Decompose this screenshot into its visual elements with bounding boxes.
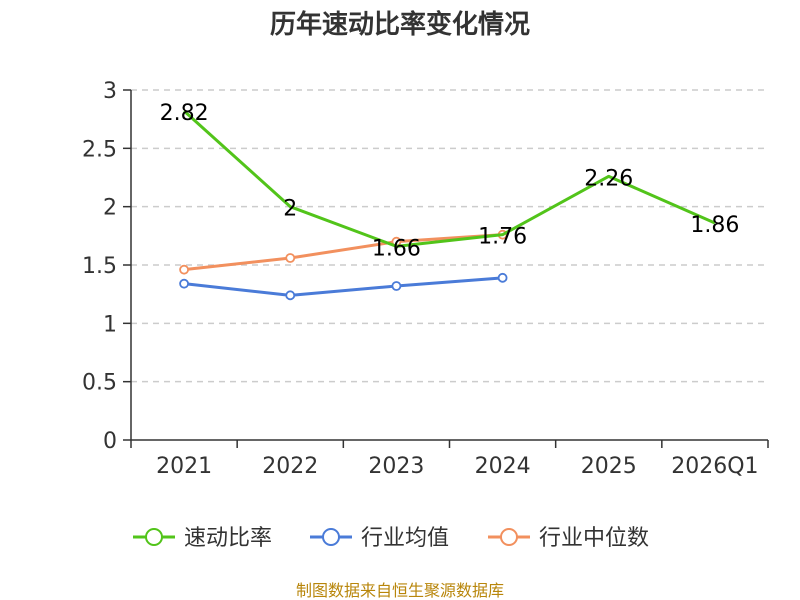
data-labels: 2.82 2 1.66 1.76 2.26 1.86 — [160, 101, 740, 261]
legend-label-industry-median: 行业中位数 — [539, 526, 649, 551]
series-point-2[interactable] — [285, 253, 296, 263]
series-group — [179, 109, 716, 301]
x-tick-label: 2025 — [581, 454, 637, 479]
data-label: 2 — [283, 197, 297, 222]
series-point-1[interactable] — [391, 281, 402, 291]
series-point-1[interactable] — [179, 278, 189, 289]
legend-label-quick-ratio: 速动比率 — [184, 526, 272, 551]
y-tick-label: 1 — [103, 312, 117, 337]
y-axis-ticks: 0 0.5 1 1.5 2 2.5 3 — [82, 79, 131, 454]
grid-lines — [131, 89, 768, 383]
y-tick-label: 2 — [103, 196, 117, 221]
data-label: 1.86 — [690, 213, 739, 238]
series-point-2[interactable] — [179, 264, 189, 275]
data-label: 1.76 — [478, 225, 527, 250]
legend: 速动比率 行业均值 行业中位数 — [133, 526, 649, 551]
y-tick-label: 2.5 — [82, 137, 117, 162]
legend-item-industry-median[interactable]: 行业中位数 — [488, 526, 649, 551]
x-tick-label: 2022 — [262, 454, 318, 479]
legend-marker-industry-median — [500, 528, 518, 546]
data-label: 2.82 — [160, 101, 209, 126]
x-tick-label: 2021 — [156, 454, 212, 479]
y-tick-label: 1.5 — [82, 254, 117, 279]
legend-item-industry-mean[interactable]: 行业均值 — [310, 526, 449, 551]
series-point-1[interactable] — [497, 272, 508, 283]
legend-label-industry-mean: 行业均值 — [361, 526, 449, 551]
data-label: 2.26 — [584, 166, 633, 191]
x-tick-label: 2026Q1 — [671, 454, 758, 479]
legend-item-quick-ratio[interactable]: 速动比率 — [133, 526, 272, 551]
legend-marker-quick-ratio — [145, 528, 163, 546]
x-tick-label: 2024 — [475, 454, 531, 479]
x-axis-ticks: 2021 2022 2023 2024 2025 2026Q1 — [130, 440, 769, 479]
series-line-0 — [183, 109, 716, 248]
series-line-1 — [183, 276, 503, 297]
y-tick-label: 3 — [103, 79, 117, 104]
source-note: 制图数据来自恒生聚源数据库 — [296, 581, 504, 600]
y-tick-label: 0.5 — [82, 371, 117, 396]
series-point-1[interactable] — [285, 290, 296, 301]
chart-title: 历年速动比率变化情况 — [270, 9, 530, 40]
y-tick-label: 0 — [103, 429, 117, 454]
series-line-2 — [183, 233, 503, 272]
data-label: 1.66 — [372, 236, 421, 261]
x-tick-label: 2023 — [368, 454, 424, 479]
legend-marker-industry-mean — [322, 528, 340, 546]
